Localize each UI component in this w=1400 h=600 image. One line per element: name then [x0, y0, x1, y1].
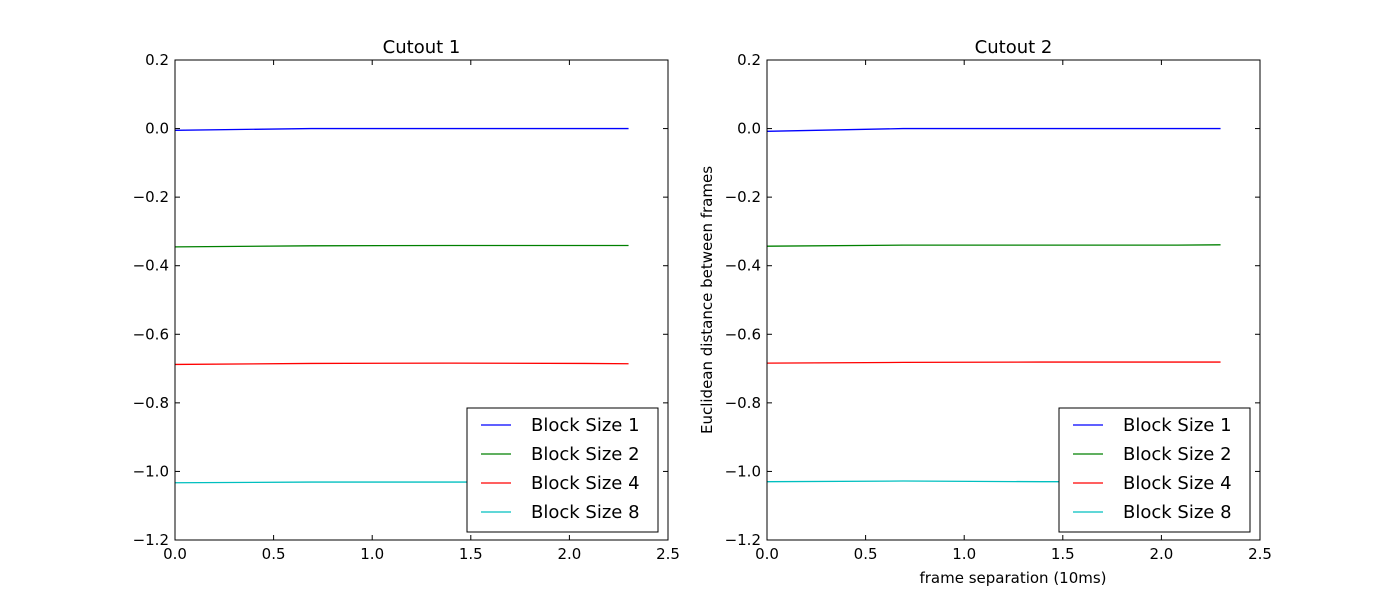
y-tick-label: −0.8	[725, 394, 761, 412]
y-tick-label: −1.0	[133, 462, 169, 480]
chart-cutout-1: Cutout 1 0.0 0.5 1.0 1.5 2.0 2.5 0.2 0.0 −0.2 −0.4…	[133, 37, 680, 563]
series-line-block-size-2	[174, 244, 629, 248]
y-tick-label: −1.2	[133, 531, 169, 549]
y-tick-label: −0.2	[725, 188, 761, 206]
series-line-block-size-1	[766, 127, 1221, 132]
legend-label: Block Size 8	[531, 502, 640, 523]
legend-label: Block Size 1	[1123, 415, 1232, 436]
x-tick-label: 2.5	[1248, 545, 1272, 563]
legend-box	[1058, 407, 1251, 533]
y-axis-label: Euclidean distance between frames	[698, 166, 716, 434]
x-tick-label: 2.5	[656, 545, 680, 563]
legend-label: Block Size 4	[1123, 473, 1232, 494]
legend-label: Block Size 1	[531, 415, 640, 436]
x-tick-label: 2.0	[1149, 545, 1173, 563]
legend-label: Block Size 8	[1123, 502, 1232, 523]
plot-frame	[766, 59, 1261, 541]
y-tick-label: −0.6	[725, 325, 761, 343]
x-tick-label: 2.0	[557, 545, 581, 563]
x-tick-label: 0.0	[755, 545, 779, 563]
y-tick-label: −0.6	[133, 325, 169, 343]
x-axis-label: frame separation (10ms)	[919, 569, 1106, 587]
y-tick-label: −0.2	[133, 188, 169, 206]
series-line-block-size-4	[766, 361, 1221, 364]
x-tick-label: 1.0	[952, 545, 976, 563]
x-tick-label: 1.0	[360, 545, 384, 563]
chart-title: Cutout 2	[975, 37, 1053, 58]
y-tick-label: −1.0	[725, 462, 761, 480]
series-line-block-size-2	[766, 244, 1221, 247]
legend-label: Block Size 2	[1123, 444, 1232, 465]
y-tick-label: −1.2	[725, 531, 761, 549]
x-tick-label: 0.5	[854, 545, 878, 563]
y-tick-label: −0.8	[133, 394, 169, 412]
chart-cutout-2: Cutout 2 0.0 0.5 1.0 1.5 2.0 2.5 0.2 0.0 −0.2 −0.4…	[725, 37, 1272, 563]
legend: Block Size 1 Block Size 2 Block Size 4 Bloc…	[466, 407, 659, 533]
y-tick-label: 0.0	[737, 120, 761, 138]
legend-label: Block Size 2	[531, 444, 640, 465]
series-line-block-size-4	[174, 362, 629, 366]
x-tick-label: 0.5	[262, 545, 286, 563]
y-tick-label: −0.4	[725, 257, 761, 275]
legend: Block Size 1 Block Size 2 Block Size 4 Bloc…	[1058, 407, 1251, 533]
plot-frame	[174, 59, 669, 541]
chart-title: Cutout 1	[383, 37, 461, 58]
y-tick-label: 0.2	[737, 51, 761, 69]
x-tick-label: 0.0	[163, 545, 187, 563]
x-tick-label: 1.5	[1051, 545, 1075, 563]
legend-box	[466, 407, 659, 533]
y-tick-label: 0.2	[145, 51, 169, 69]
y-tick-label: −0.4	[133, 257, 169, 275]
x-tick-label: 1.5	[459, 545, 483, 563]
y-tick-label: 0.0	[145, 120, 169, 138]
legend-label: Block Size 4	[531, 473, 640, 494]
series-line-block-size-1	[174, 127, 629, 131]
